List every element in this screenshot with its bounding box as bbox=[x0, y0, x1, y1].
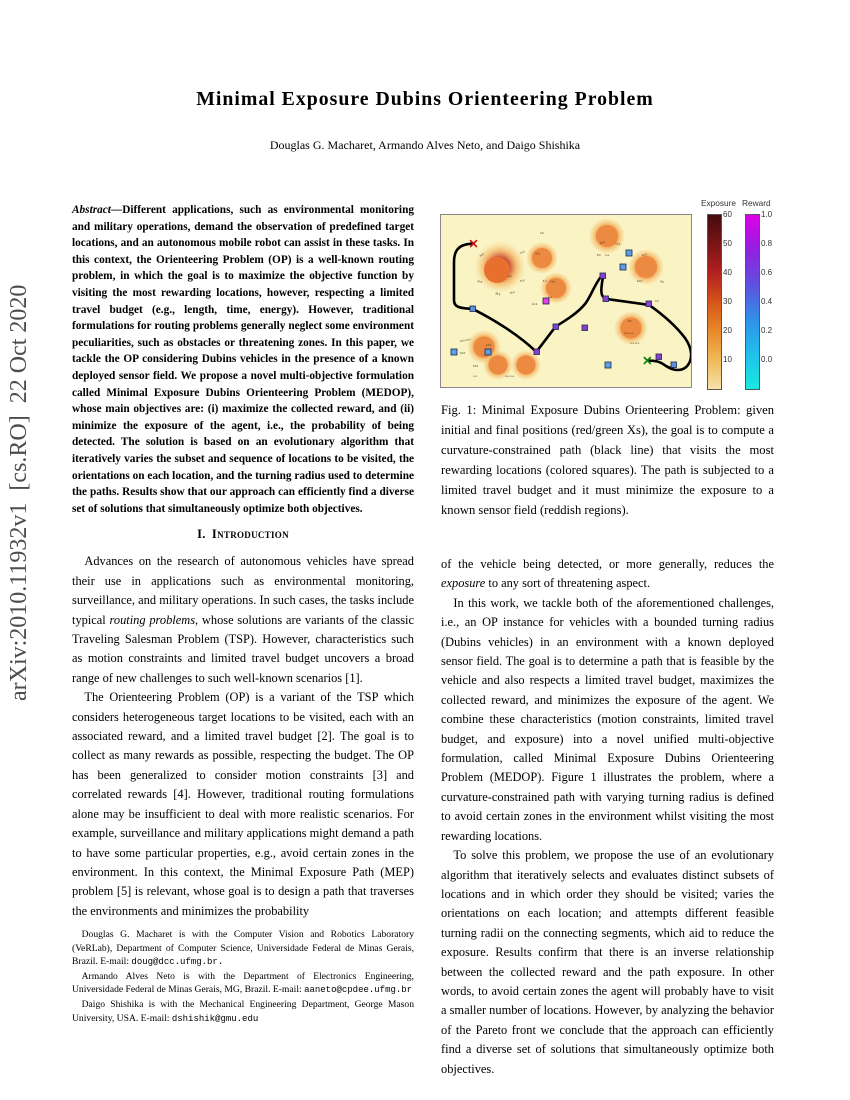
svg-text:12.9: 12.9 bbox=[486, 343, 492, 347]
svg-text:12.0: 12.0 bbox=[637, 279, 643, 283]
svg-text:29.8 14.0: 29.8 14.0 bbox=[624, 333, 634, 335]
svg-text:8.0: 8.0 bbox=[597, 253, 601, 257]
svg-text:12.3: 12.3 bbox=[532, 302, 538, 306]
svg-text:4.6: 4.6 bbox=[540, 231, 544, 235]
svg-text:16.0: 16.0 bbox=[473, 364, 479, 368]
svg-text:22.0 14.9: 22.0 14.9 bbox=[630, 343, 640, 345]
svg-text:4.0: 4.0 bbox=[655, 299, 659, 303]
svg-text:8.0: 8.0 bbox=[628, 319, 632, 323]
svg-text:25.8 20.8: 25.8 20.8 bbox=[505, 376, 515, 378]
svg-text:16.0: 16.0 bbox=[460, 351, 466, 355]
